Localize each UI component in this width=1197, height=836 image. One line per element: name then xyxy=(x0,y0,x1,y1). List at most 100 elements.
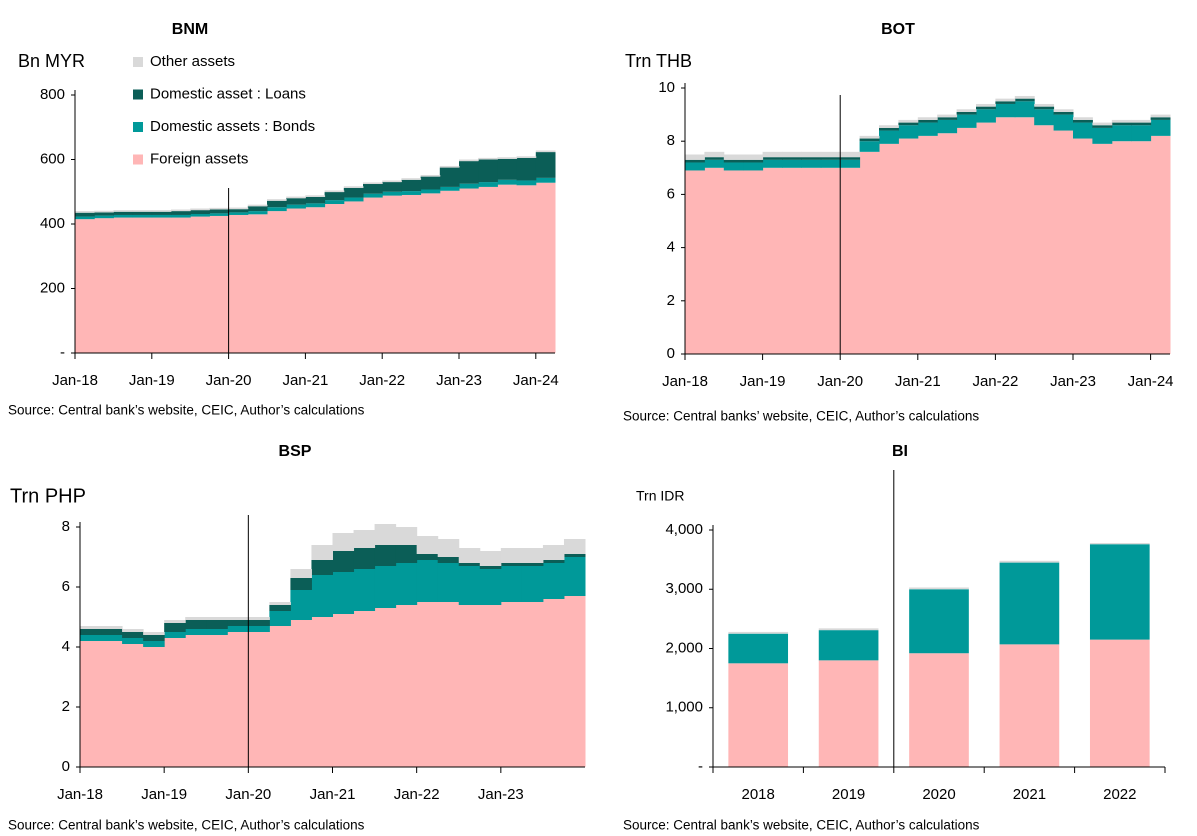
area-segment xyxy=(269,626,291,767)
area-segment xyxy=(762,159,783,168)
area-segment xyxy=(248,626,270,632)
area-segment xyxy=(1073,138,1093,354)
chart-title: BSP xyxy=(279,443,312,460)
area-segment xyxy=(305,207,326,353)
area-segment xyxy=(416,560,439,602)
area-segment xyxy=(185,635,207,767)
area-segment xyxy=(382,191,402,196)
area-segment xyxy=(101,635,123,641)
area-segment xyxy=(343,201,364,353)
area-segment xyxy=(132,214,153,218)
area-segment xyxy=(363,184,383,194)
area-segment xyxy=(479,551,502,566)
area-segment xyxy=(500,602,523,767)
bar-segment xyxy=(1089,544,1150,640)
area-segment xyxy=(151,210,172,212)
area-segment xyxy=(401,178,422,180)
x-tick-label: Jan-22 xyxy=(972,373,1018,390)
area-segment xyxy=(723,170,744,354)
area-segment xyxy=(1111,119,1132,123)
area-segment xyxy=(478,186,498,353)
area-segment xyxy=(374,608,397,767)
area-segment xyxy=(521,563,544,566)
area-segment xyxy=(535,152,556,178)
area-segment xyxy=(305,196,326,204)
area-segment xyxy=(209,207,230,210)
x-tick-label: Jan-23 xyxy=(1050,373,1096,390)
area-segment xyxy=(353,569,376,611)
area-segment xyxy=(374,566,397,608)
bar-segment xyxy=(818,628,879,631)
y-tick-label: 0 xyxy=(667,345,675,362)
area-segment xyxy=(395,527,418,545)
area-segment xyxy=(185,617,207,620)
area-segment xyxy=(685,154,705,160)
area-segment xyxy=(762,151,783,158)
area-segment xyxy=(151,217,172,353)
area-segment xyxy=(190,214,210,217)
area-segment xyxy=(80,635,102,641)
legend-label: Other assets xyxy=(150,53,235,70)
area-segment xyxy=(685,159,705,163)
area-segment xyxy=(401,179,422,192)
area-segment xyxy=(324,190,345,193)
area-segment xyxy=(290,620,312,767)
area-segment xyxy=(976,106,996,110)
y-tick-label: 8 xyxy=(667,132,675,149)
area-segment xyxy=(363,197,383,353)
area-segment xyxy=(1150,135,1171,354)
area-segment xyxy=(80,629,102,635)
area-segment xyxy=(840,159,861,168)
x-tick-label: Jan-21 xyxy=(310,786,356,803)
x-tick-label: 2018 xyxy=(742,786,775,803)
area-segment xyxy=(332,572,355,614)
area-segment xyxy=(976,122,996,354)
area-segment xyxy=(743,170,764,354)
area-segment xyxy=(563,554,586,557)
x-tick-label: Jan-24 xyxy=(513,372,559,389)
area-segment xyxy=(80,626,102,629)
area-segment xyxy=(956,114,977,128)
area-segment xyxy=(995,103,1016,118)
area-segment xyxy=(497,179,518,185)
area-segment xyxy=(75,219,95,353)
bar-segment xyxy=(909,653,969,767)
x-tick-label: 2022 xyxy=(1103,786,1136,803)
area-segment xyxy=(879,130,899,144)
area-segment xyxy=(228,207,249,210)
area-segment xyxy=(898,138,919,354)
bar-segment xyxy=(728,663,789,767)
area-segment xyxy=(248,632,270,767)
y-axis-label: Trn THB xyxy=(625,51,692,71)
area-segment xyxy=(516,156,537,158)
area-segment xyxy=(332,533,355,551)
area-segment xyxy=(500,566,523,602)
area-segment xyxy=(782,159,802,168)
area-segment xyxy=(879,143,899,354)
legend-swatch xyxy=(133,89,143,100)
area-segment xyxy=(458,566,481,605)
bar-segment xyxy=(1089,639,1150,767)
area-segment xyxy=(94,218,114,353)
area-segment xyxy=(439,165,460,168)
area-segment xyxy=(542,545,565,560)
x-tick-label: 2020 xyxy=(922,786,955,803)
area-segment xyxy=(343,197,364,202)
x-tick-label: Jan-20 xyxy=(225,786,271,803)
area-segment xyxy=(976,103,996,107)
y-tick-label: 600 xyxy=(40,150,65,167)
y-tick-label: 4,000 xyxy=(665,521,703,538)
area-segment xyxy=(113,211,134,215)
area-segment xyxy=(132,211,153,215)
area-segment xyxy=(1053,109,1074,112)
y-tick-label: 200 xyxy=(40,279,65,296)
area-segment xyxy=(1092,127,1113,144)
area-segment xyxy=(1073,119,1093,123)
area-segment xyxy=(416,536,439,554)
bar-segment xyxy=(999,644,1060,767)
area-segment xyxy=(1150,119,1171,136)
bar-segment xyxy=(728,631,789,634)
area-segment xyxy=(416,554,439,560)
area-segment xyxy=(209,209,230,214)
area-segment xyxy=(151,211,172,215)
